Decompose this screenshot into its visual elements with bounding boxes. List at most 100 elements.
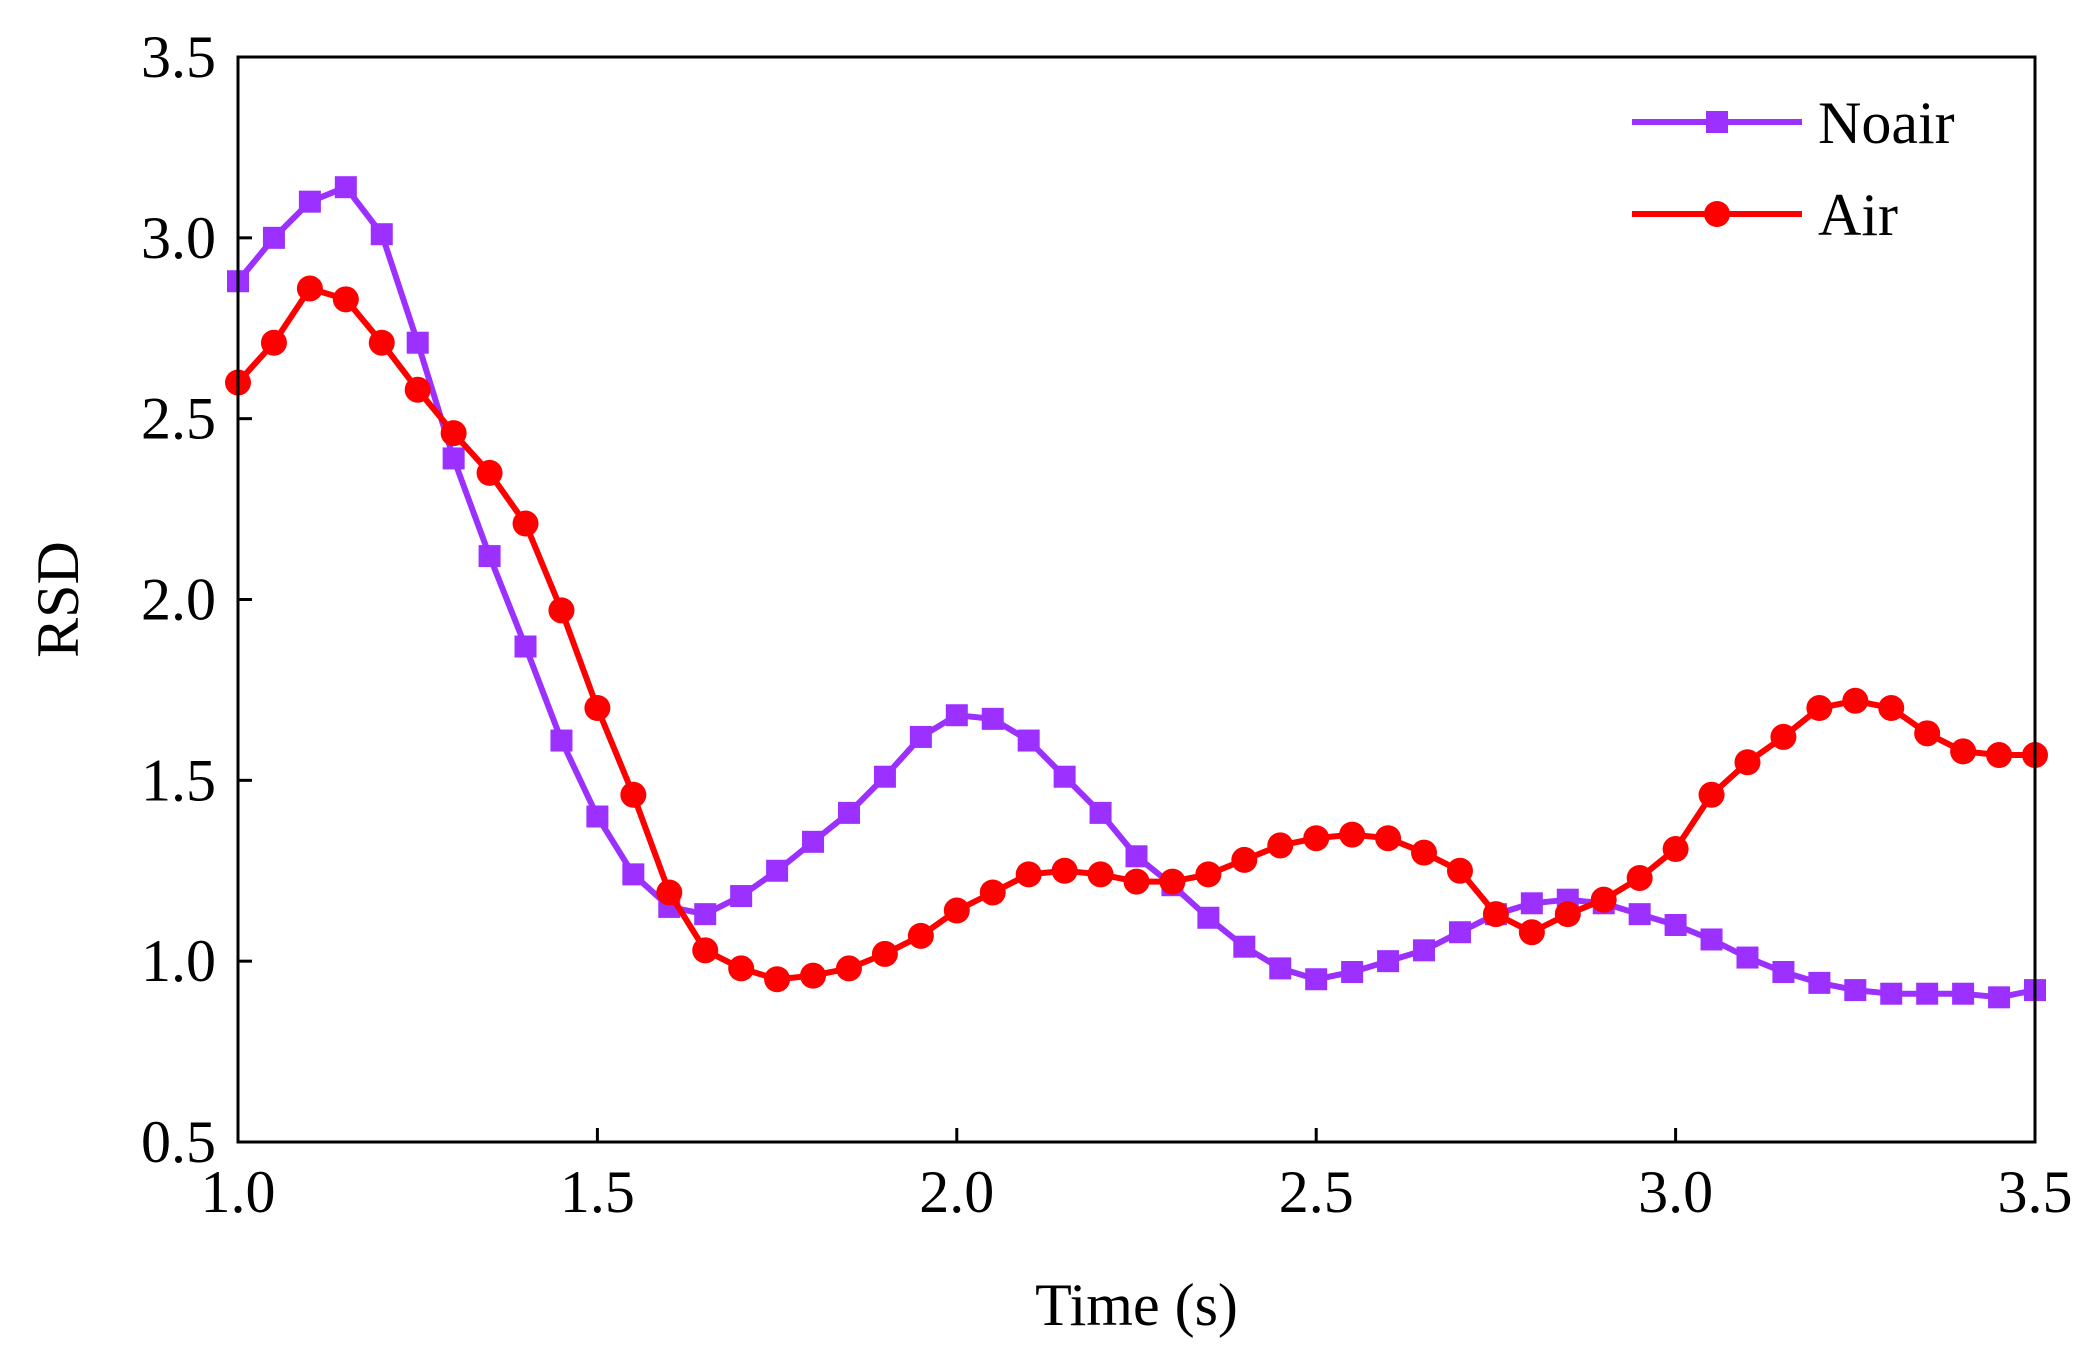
series-layer <box>225 176 2048 1009</box>
data-point-air <box>1842 687 1869 714</box>
x-tick-label: 3.5 <box>1998 1159 2073 1225</box>
y-axis-title: RSD <box>25 541 91 658</box>
data-point-noair <box>514 635 537 658</box>
data-point-noair <box>1772 961 1795 984</box>
data-point-noair <box>1125 845 1148 868</box>
series-noair <box>227 176 2046 1009</box>
data-point-air <box>1231 846 1258 873</box>
x-tick-label: 2.0 <box>919 1159 994 1225</box>
data-point-noair <box>1341 961 1364 984</box>
data-point-air <box>1986 742 2013 769</box>
data-point-noair <box>945 704 968 727</box>
y-tick-label: 0.5 <box>141 1109 216 1175</box>
data-point-air <box>512 510 539 537</box>
data-point-noair <box>406 331 429 354</box>
data-point-noair <box>1880 982 1903 1005</box>
data-point-noair <box>1988 986 2011 1009</box>
data-point-noair <box>873 765 896 788</box>
data-point-air <box>476 459 503 486</box>
legend-label-air: Air <box>1818 182 1898 248</box>
data-point-air <box>1518 919 1545 946</box>
data-point-air <box>1662 836 1689 863</box>
y-tick-label: 1.0 <box>141 928 216 994</box>
data-point-noair <box>1916 982 1939 1005</box>
x-tick-label: 1.0 <box>201 1159 276 1225</box>
data-point-air <box>440 420 467 447</box>
data-point-air <box>907 922 934 949</box>
data-point-air <box>764 966 791 993</box>
data-point-air <box>1914 720 1941 747</box>
data-point-air <box>404 376 431 403</box>
data-point-noair <box>298 190 321 213</box>
data-point-noair <box>550 729 573 752</box>
data-point-air <box>1339 821 1366 848</box>
data-point-noair <box>1053 765 1076 788</box>
data-point-noair <box>1700 928 1723 951</box>
x-tick-label: 1.5 <box>560 1159 635 1225</box>
data-point-noair <box>442 447 465 470</box>
data-point-air <box>1195 861 1222 888</box>
data-point-noair <box>1017 729 1040 752</box>
data-point-noair <box>1089 801 1112 824</box>
data-point-air <box>1554 901 1581 928</box>
data-point-air <box>1159 868 1186 895</box>
data-point-noair <box>334 176 357 199</box>
legend-marker-air <box>1704 201 1730 227</box>
data-point-noair <box>262 226 285 249</box>
data-point-noair <box>766 859 789 882</box>
y-tick-label: 3.5 <box>141 24 216 90</box>
data-point-air <box>332 286 359 313</box>
data-point-air <box>943 897 970 924</box>
y-tick-label: 2.0 <box>141 567 216 633</box>
data-point-air <box>368 329 395 356</box>
data-point-air <box>1303 825 1330 852</box>
series-air <box>225 275 2048 993</box>
data-point-air <box>692 937 719 964</box>
y-tick-label: 3.0 <box>141 205 216 271</box>
data-point-air <box>835 955 862 982</box>
data-point-noair <box>1413 939 1436 962</box>
data-point-air <box>1770 723 1797 750</box>
x-tick-label: 3.0 <box>1638 1159 1713 1225</box>
data-point-noair <box>1305 968 1328 991</box>
data-point-air <box>871 940 898 967</box>
data-point-noair <box>622 863 645 886</box>
data-point-noair <box>981 707 1004 730</box>
data-point-noair <box>370 223 393 246</box>
data-point-noair <box>802 830 825 853</box>
data-point-noair <box>837 801 860 824</box>
legend-marker-noair <box>1706 111 1728 133</box>
legend-label-noair: Noair <box>1818 90 1955 156</box>
legend-item-air: Air <box>1632 182 1898 248</box>
y-tick-label: 2.5 <box>141 386 216 452</box>
data-point-air <box>800 962 827 989</box>
data-point-noair <box>1664 914 1687 936</box>
data-point-air <box>1878 695 1905 721</box>
y-tick-label: 1.5 <box>141 747 216 813</box>
data-point-noair <box>730 885 753 908</box>
data-point-noair <box>478 545 501 568</box>
data-point-noair <box>1448 921 1471 944</box>
data-point-air <box>979 879 1006 906</box>
data-point-air <box>1626 864 1653 891</box>
data-point-air <box>1806 695 1833 721</box>
data-point-air <box>620 781 647 808</box>
data-point-air <box>260 329 287 356</box>
x-axis-title: Time (s) <box>1035 1272 1238 1338</box>
data-point-noair <box>1844 979 1867 1002</box>
legend: Noair Air <box>1632 90 1955 248</box>
data-point-air <box>548 597 575 624</box>
data-point-noair <box>1628 903 1651 926</box>
data-point-air <box>1123 868 1150 895</box>
data-point-air <box>1734 749 1761 776</box>
data-point-air <box>1051 857 1078 884</box>
data-point-noair <box>1952 982 1975 1005</box>
data-point-air <box>1446 857 1473 884</box>
legend-item-noair: Noair <box>1632 90 1955 156</box>
data-point-air <box>584 695 611 721</box>
data-point-air <box>1087 861 1114 888</box>
data-point-air <box>1698 781 1725 808</box>
data-point-air <box>1411 839 1438 866</box>
